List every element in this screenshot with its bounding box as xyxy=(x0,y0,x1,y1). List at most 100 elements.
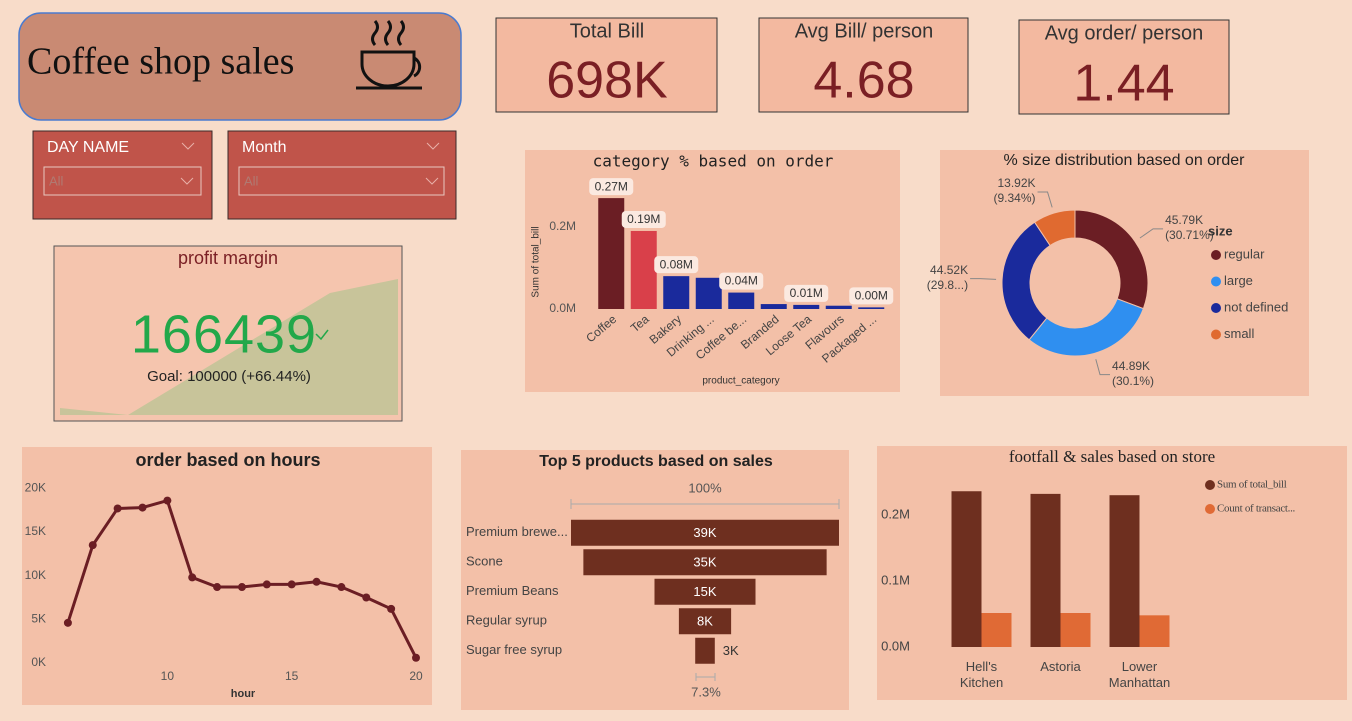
funnel-bar xyxy=(654,578,756,605)
legend-label: Count of transact... xyxy=(1217,503,1296,515)
bar xyxy=(1139,615,1170,647)
chart-panel xyxy=(22,447,432,705)
category-label: Premium Beans xyxy=(466,583,559,598)
label-bg xyxy=(784,284,829,302)
leader-line xyxy=(1037,191,1053,208)
y-axis-label: Sum of total_bill xyxy=(531,226,542,297)
legend-swatch xyxy=(1205,504,1215,514)
title: Coffee shop sales xyxy=(27,41,294,83)
data-label: 45.79K (30.71%) xyxy=(1165,212,1214,242)
data-label: 8K xyxy=(697,614,713,629)
bar xyxy=(858,307,885,309)
point xyxy=(113,504,122,513)
y-tick-label: 10K xyxy=(25,568,46,582)
label-bg xyxy=(589,178,634,196)
data-label-box: 13.92K (9.34%) xyxy=(993,176,1036,206)
bar xyxy=(825,305,852,309)
data-label: 44.89K (30.1%) xyxy=(1112,358,1155,388)
bracket xyxy=(570,499,840,509)
leader-line xyxy=(970,278,997,280)
bar xyxy=(728,292,755,309)
kpi-card xyxy=(758,17,969,113)
chart-title: footfall & sales based on store xyxy=(1009,447,1215,466)
goal-text: Goal: 100000 (+66.44%) xyxy=(147,368,311,385)
category-label: Premium brewe... xyxy=(466,524,568,539)
data-label-box: 44.89K (30.1%) xyxy=(1112,358,1155,388)
point xyxy=(387,604,396,613)
legend-label: Sum of total_bill xyxy=(1217,479,1287,491)
kpi-label: Avg Bill/ person xyxy=(795,20,934,42)
bar xyxy=(695,277,722,309)
point xyxy=(63,618,72,627)
category-label: Sugar free syrup xyxy=(466,642,562,657)
chart-title: % size distribution based on order xyxy=(1003,152,1245,169)
point xyxy=(362,593,371,602)
bar xyxy=(793,304,820,309)
chart-panel xyxy=(525,150,900,392)
chevron xyxy=(181,142,195,150)
legend-swatch xyxy=(1211,276,1221,287)
point xyxy=(337,583,346,592)
funnel-bar xyxy=(571,519,839,546)
y-tick-label: 0.1M xyxy=(881,572,910,587)
x-axis-label: product_category xyxy=(702,376,779,387)
label-bg xyxy=(719,272,764,290)
x-tick-label-box: Lower Manhattan xyxy=(1109,659,1170,690)
filter-panel xyxy=(32,130,213,220)
bar xyxy=(981,613,1012,647)
legend-label: large xyxy=(1224,273,1253,288)
kpi-label: Total Bill xyxy=(570,20,644,42)
legend-label: small xyxy=(1224,326,1254,341)
point xyxy=(262,580,271,589)
label-bg xyxy=(654,256,699,274)
funnel-bar xyxy=(678,608,732,635)
filter-panel xyxy=(227,130,457,220)
dropdown[interactable] xyxy=(238,166,445,196)
legend-label: regular xyxy=(1224,246,1265,261)
legend-swatch xyxy=(1211,329,1221,340)
y-tick-label: 0K xyxy=(31,655,46,669)
data-label: 13.92K (9.34%) xyxy=(993,176,1036,206)
data-label: 0.19M xyxy=(627,212,660,226)
filter-label: Month xyxy=(242,139,286,156)
leader-line xyxy=(1095,359,1111,376)
x-tick-label-box: Astoria xyxy=(1040,659,1080,674)
funnel-label: 7.3% xyxy=(691,684,721,699)
category-label: Regular syrup xyxy=(466,613,547,628)
y-tick-label: 0.2M xyxy=(549,219,576,233)
x-tick-label: 10 xyxy=(161,669,175,683)
legend-label: not defined xyxy=(1224,299,1288,314)
bracket xyxy=(695,673,716,681)
y-tick-label: 0.0M xyxy=(881,638,910,653)
point xyxy=(213,583,222,592)
kpi-value: 1.44 xyxy=(1073,55,1174,113)
y-tick-label: 5K xyxy=(31,612,46,626)
data-label: 39K xyxy=(693,525,716,540)
chart-title: Top 5 products based on sales xyxy=(539,453,773,470)
x-tick-label: Hell's Kitchen xyxy=(959,659,1004,691)
funnel-bar xyxy=(583,549,827,576)
kpi-value: 698K xyxy=(546,52,668,110)
kpi-card xyxy=(1018,19,1230,115)
leader-line xyxy=(1139,228,1164,239)
bar xyxy=(663,276,690,309)
kpi-card xyxy=(495,17,718,113)
point xyxy=(412,653,420,662)
bar xyxy=(1030,493,1061,647)
filter-value: All xyxy=(49,173,64,188)
bar xyxy=(760,304,787,309)
data-label: 35K xyxy=(693,555,716,570)
coffee-icon xyxy=(356,20,422,90)
panel-title: profit margin xyxy=(178,248,278,268)
x-axis-label: hour xyxy=(231,688,256,700)
funnel-label: 100% xyxy=(688,480,722,495)
donut-slice xyxy=(1033,209,1076,247)
chevron xyxy=(180,177,194,185)
label-bg xyxy=(621,210,666,228)
trend-area xyxy=(60,279,398,415)
kpi-value: 166439 xyxy=(131,304,317,364)
legend-swatch xyxy=(1211,250,1221,260)
data-label-box: 44.52K (29.8...) xyxy=(927,263,968,292)
dropdown[interactable] xyxy=(43,166,202,196)
